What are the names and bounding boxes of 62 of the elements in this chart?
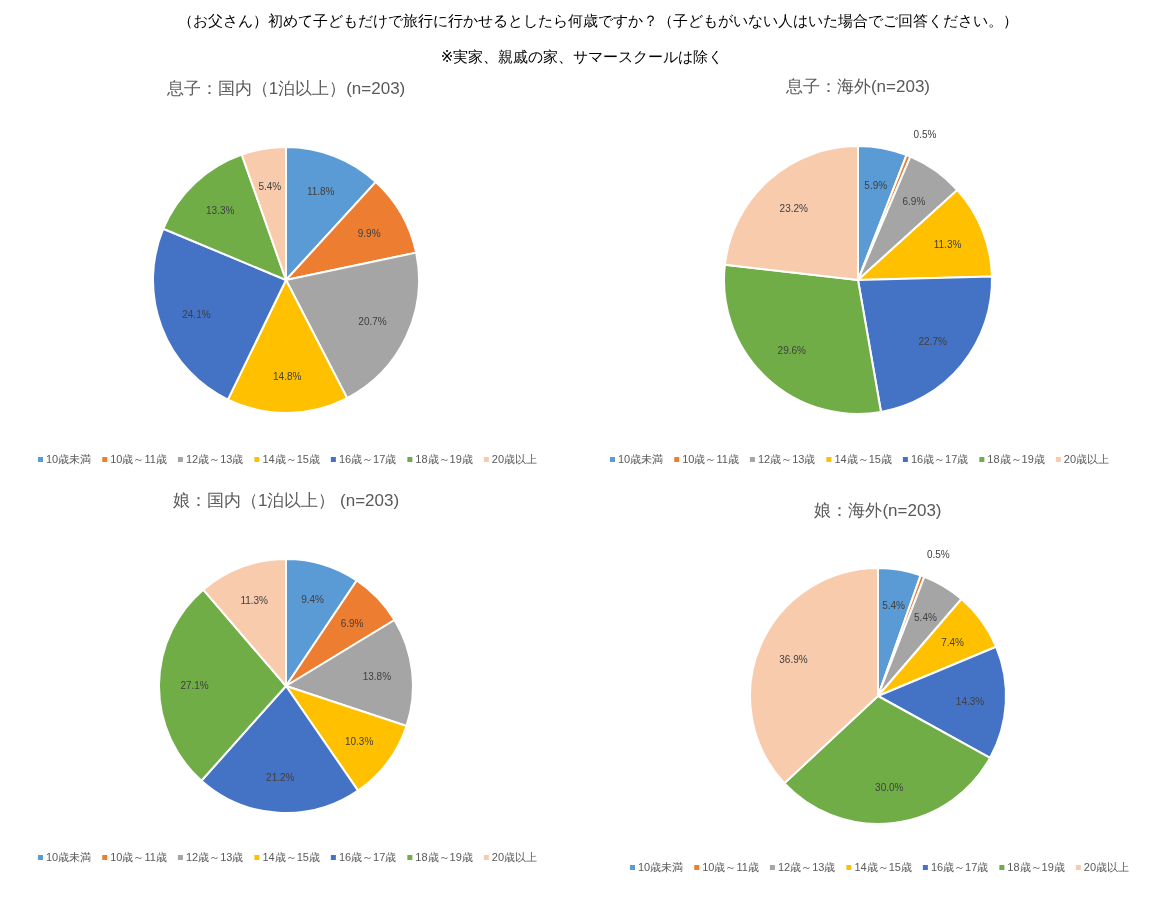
data-label: 21.2%	[266, 772, 295, 784]
legend-label: 12歳～13歳	[185, 453, 244, 465]
legend-label: 14歳～15歳	[854, 861, 912, 873]
legend-label: 20歳以上	[1083, 861, 1130, 873]
data-label: 27.1%	[180, 680, 209, 692]
data-label: 22.7%	[918, 336, 947, 348]
data-label: 13.8%	[362, 670, 392, 682]
legend-label: 18歳～19歳	[415, 851, 473, 863]
legend-label: 18歳～19歳	[1007, 861, 1065, 873]
legend-label: 14歳～15歳	[262, 453, 320, 465]
legend-label: 10歳～11歳	[702, 861, 759, 873]
data-label: 5.4%	[914, 612, 937, 623]
data-label: 30.0%	[875, 782, 904, 794]
data-label: 29.6%	[777, 345, 807, 357]
legend-label: 10歳未満	[46, 851, 92, 863]
chart-title: 娘：海外(n=203)	[814, 501, 942, 520]
text: （お父さん）初めて子どもだけで旅行に行かせるとしたら何歳ですか？（子どもがいない人はいた場合でご回答ください。）	[178, 12, 1018, 29]
legend-label: 10歳未満	[46, 453, 92, 465]
legend-label: 10歳～11歳	[110, 851, 167, 863]
legend-label: 10歳～11歳	[682, 453, 739, 465]
legend-label: 10歳未満	[618, 453, 664, 465]
legend-label: 18歳～19歳	[987, 453, 1045, 465]
data-label: 5.9%	[864, 180, 888, 192]
legend-label: 12歳～13歳	[757, 453, 816, 465]
legend-label: 16歳～17歳	[910, 453, 969, 465]
data-label: 0.5%	[926, 549, 950, 561]
data-label: 6.9%	[340, 617, 364, 629]
legend-label: 16歳～17歳	[338, 851, 397, 863]
data-label: 20.7%	[358, 316, 387, 328]
data-label: 0.5%	[913, 128, 937, 140]
legend-label: 20歳以上	[491, 851, 538, 863]
legend-label: 12歳～13歳	[185, 851, 244, 863]
data-label: 11.3%	[933, 239, 962, 251]
legend-label: 20歳以上	[491, 453, 538, 465]
data-label: 11.8%	[306, 185, 335, 197]
legend-label: 14歳～15歳	[262, 851, 320, 863]
legend-label: 16歳～17歳	[930, 861, 989, 873]
legend-label: 10歳未満	[638, 861, 684, 873]
data-label: 5.4%	[882, 600, 906, 612]
data-label: 14.3%	[955, 696, 985, 708]
legend-label: 12歳～13歳	[777, 861, 836, 873]
data-label: 23.2%	[779, 202, 809, 214]
legend-label: 18歳～19歳	[415, 453, 473, 465]
data-label: 13.3%	[206, 205, 235, 217]
chart-title: 息子：海外(n=203)	[784, 77, 931, 96]
data-label: 10.3%	[344, 735, 374, 747]
data-label: 5.4%	[258, 180, 282, 192]
data-label: 14.8%	[273, 370, 302, 382]
legend-label: 16歳～17歳	[338, 453, 397, 465]
data-label: 6.9%	[902, 196, 926, 208]
data-label: 36.9%	[779, 654, 808, 666]
legend-label: 14歳～15歳	[834, 453, 892, 465]
legend-label: 10歳～11歳	[110, 453, 167, 465]
text: ※実家、親戚の家、サマースクールは除く	[440, 48, 724, 65]
data-label: 9.4%	[301, 593, 325, 605]
data-label: 9.9%	[357, 227, 381, 239]
data-label: 7.4%	[941, 636, 965, 648]
data-label: 11.3%	[240, 595, 269, 607]
data-label: 24.1%	[182, 308, 211, 320]
legend-label: 20歳以上	[1063, 453, 1110, 465]
chart-title: 娘：国内（1泊以上） (n=203)	[172, 491, 400, 510]
chart-title: 息子：国内（1泊以上）(n=203)	[165, 79, 406, 98]
